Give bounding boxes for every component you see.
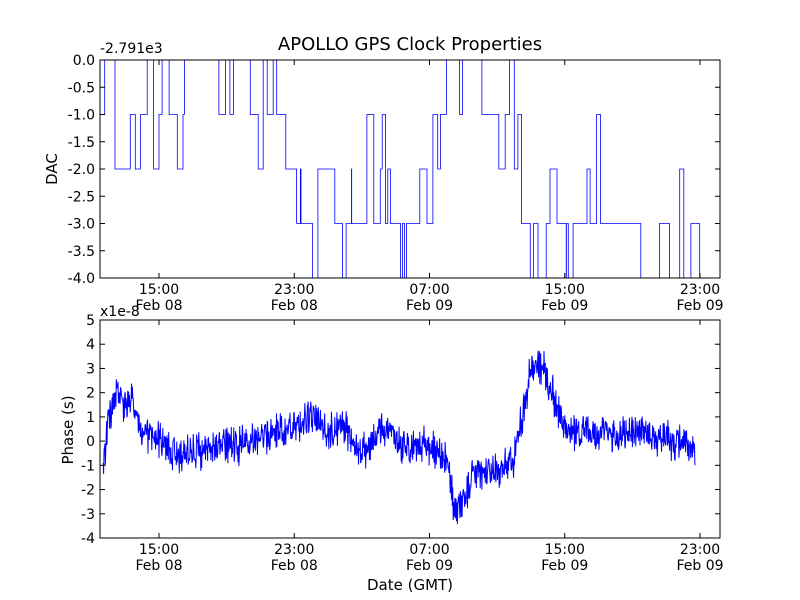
x-tick-time: 23:00 [274, 542, 314, 558]
x-tick-date: Feb 09 [541, 558, 588, 574]
x-tick-time: 23:00 [680, 542, 720, 558]
x-tick-date: Feb 09 [406, 558, 453, 574]
y-tick-label: -1.0 [68, 108, 95, 124]
phase-ylabel: Phase (s) [59, 395, 77, 464]
x-tick-date: Feb 09 [541, 298, 588, 314]
x-tick-time: 23:00 [680, 282, 720, 298]
y-tick-label: -3.5 [68, 244, 95, 260]
phase-series [102, 350, 696, 525]
x-tick-date: Feb 09 [676, 298, 723, 314]
phase-plot-frame [99, 319, 721, 539]
x-tick-time: 15:00 [545, 542, 585, 558]
y-tick-label: -3.0 [68, 217, 95, 233]
y-tick-label: -2.0 [68, 162, 95, 178]
y-tick-label: -3 [81, 507, 95, 523]
dac-ylabel: DAC [43, 153, 61, 185]
y-tick-label: 5 [86, 313, 95, 329]
dac-plot-frame [99, 59, 721, 279]
y-tick-label: -1.5 [68, 135, 95, 151]
phase-xlabel: Date (GMT) [367, 576, 453, 594]
chart-title: APOLLO GPS Clock Properties [278, 34, 542, 55]
dac-y-ticks: 0.0 -0.5 -1.0 -1.5 -2.0 -2.5 -3.0 -3.5 -4.0 [68, 53, 720, 287]
x-tick-time: 07:00 [409, 542, 449, 558]
x-tick-date: Feb 08 [271, 558, 318, 574]
dac-offset-label: -2.791e3 [100, 41, 163, 57]
x-tick-time: 15:00 [545, 282, 585, 298]
y-tick-label: -2 [81, 483, 95, 499]
y-tick-label: -4 [81, 531, 95, 547]
x-tick-date: Feb 09 [406, 298, 453, 314]
y-tick-label: -0.5 [68, 80, 95, 96]
y-tick-label: -1 [81, 458, 95, 474]
dac-series [103, 60, 701, 278]
y-tick-label: 0.0 [73, 53, 95, 69]
dac-line [103, 60, 701, 278]
y-tick-label: 2 [86, 386, 95, 402]
y-tick-label: -4.0 [68, 271, 95, 287]
x-tick-time: 15:00 [139, 282, 179, 298]
phase-offset-label: x1e-8 [100, 304, 140, 320]
y-tick-label: 1 [86, 410, 95, 426]
y-tick-label: 4 [86, 337, 95, 353]
y-tick-label: -2.5 [68, 189, 95, 205]
phase-line [102, 350, 696, 525]
y-tick-label: 3 [86, 361, 95, 377]
x-tick-date: Feb 08 [271, 298, 318, 314]
x-tick-time: 15:00 [139, 542, 179, 558]
y-tick-label: 0 [86, 434, 95, 450]
x-tick-date: Feb 08 [135, 298, 182, 314]
x-tick-time: 23:00 [274, 282, 314, 298]
x-tick-date: Feb 09 [676, 558, 723, 574]
dac-panel: -2.791e3 DAC 0.0 -0.5 -1.0 -1.5 -2.0 -2.5 -3.0… [43, 41, 724, 314]
phase-y-ticks: 5 4 3 2 1 0 -1 -2 -3 -4 [81, 313, 720, 547]
x-tick-time: 07:00 [409, 282, 449, 298]
x-tick-date: Feb 08 [135, 558, 182, 574]
